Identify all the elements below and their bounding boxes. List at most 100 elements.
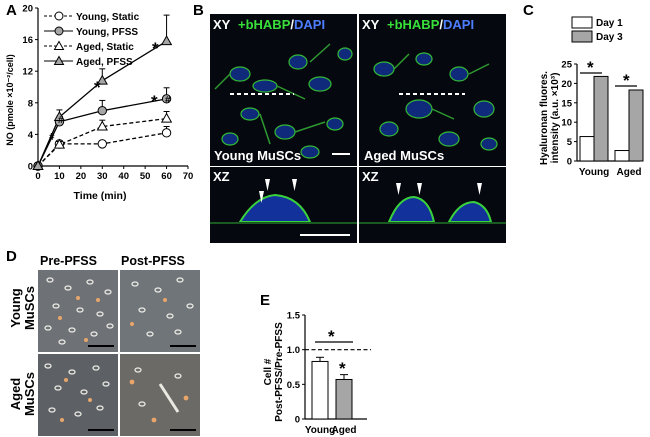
legend-day3: Day 3 — [596, 32, 623, 43]
panel-label-b: B — [193, 2, 204, 19]
aged-xz-label: XZ — [362, 169, 379, 184]
aged-post-cells — [129, 367, 196, 431]
series-line — [37, 40, 167, 167]
chart-a-ylabel: NO (pmole ×10⁻²/cell) — [5, 54, 15, 146]
chart-e-category-label: Young — [305, 425, 335, 436]
chart-a-xtick-label: 30 — [97, 171, 108, 182]
micrograph-aged-xz: XZ — [359, 167, 506, 243]
legend-aged-static: Aged, Static — [76, 42, 134, 53]
data-point — [161, 128, 172, 138]
chart-c-ylabel-1: Hyaluronan fluores. — [539, 71, 550, 165]
data-point — [160, 112, 173, 123]
chart-c-ytick-label: 20 — [561, 79, 572, 90]
chart-a-xtick-label: 60 — [161, 171, 172, 182]
panel-label-a: A — [6, 2, 17, 19]
annot-star-60a: * — [152, 39, 159, 58]
legend-aged-static-marker — [53, 40, 65, 50]
micrograph-young-xy: XY +bHABP/DAPI Young MuSCs — [210, 14, 357, 166]
chart-c-ytick-label: 0 — [567, 157, 572, 168]
panel-label-d: D — [6, 248, 17, 265]
chart-c-ytick-label: 15 — [561, 98, 572, 109]
series-line — [37, 98, 167, 167]
chart-c-ytick-label: 5 — [567, 137, 573, 148]
bar — [579, 136, 595, 162]
chart-e-ylabel-2: Post-PFSS/Pre-PFSS — [274, 322, 285, 422]
aged-xz-cells — [359, 183, 506, 224]
chart-c-category-label: Young — [579, 167, 609, 178]
annot-hash-2: # — [58, 115, 64, 126]
aged-xy-label: XY — [362, 17, 380, 32]
legend-day1: Day 1 — [596, 18, 623, 29]
sig-young: * — [587, 58, 594, 77]
sig-e-aged: * — [339, 359, 346, 378]
data-point — [97, 106, 107, 116]
legend-day3-swatch — [571, 30, 593, 43]
chart-e-category-label: Aged — [332, 425, 357, 436]
bar — [614, 150, 630, 162]
panel-label-c: C — [523, 2, 534, 19]
young-cells — [214, 43, 353, 159]
young-xy-label: XY — [213, 17, 231, 32]
data-point — [32, 159, 44, 170]
chart-a-ytick-label: 0 — [28, 162, 33, 173]
aged-musc-label: Aged MuSCs — [364, 148, 445, 163]
chart-c-ytick-label: 25 — [561, 60, 572, 71]
micrograph-aged-xy: XY +bHABP/DAPI Aged MuSCs — [359, 14, 506, 166]
chart-e-ytick-label: 0.5 — [287, 380, 301, 391]
annot-star-60b: * — [151, 92, 158, 111]
data-point — [161, 94, 172, 104]
chart-c: 0 5 10 15 20 25 Young Aged Day 1 Day 3 Hyaluron… — [539, 16, 644, 178]
young-post-cells — [130, 277, 196, 347]
col-pre-pfss: Pre-PFSS — [40, 254, 97, 268]
bar — [335, 378, 353, 420]
micrograph-young-xz: XZ — [210, 167, 357, 243]
bar — [628, 89, 644, 162]
legend-aged-pfss: Aged, PFSS — [76, 57, 133, 68]
panel-label-e: E — [260, 292, 271, 309]
legend-young-static: Young, Static — [76, 12, 140, 23]
chart-a-legend: Young, Static Young, PFSS Aged, Static A… — [44, 11, 140, 68]
aged-cells — [373, 52, 498, 151]
chart-e-ylabel-1: Cell # — [263, 358, 274, 385]
sig-aged: * — [623, 71, 630, 90]
chart-a: 0 10 20 30 40 50 60 70 0 4 8 12 16 20 Time (min) NO (… — [5, 4, 194, 203]
sig-e-line: * — [328, 327, 335, 346]
phase-aged-pre — [38, 354, 118, 436]
legend-aged-pfss-marker — [53, 55, 65, 65]
series-line — [37, 132, 167, 167]
chart-a-xtick-label: 20 — [76, 171, 87, 182]
data-point — [96, 120, 108, 131]
series-line — [37, 117, 167, 167]
chart-a-ytick-label: 16 — [22, 35, 33, 46]
bar — [311, 360, 329, 420]
bar — [593, 75, 609, 162]
chart-e-ytick-label: 0 — [295, 415, 300, 426]
chart-c-ylabel-2: intensity (a.u. ×10³) — [550, 73, 561, 164]
data-point — [97, 139, 107, 149]
chart-a-xtick-label: 0 — [35, 171, 40, 182]
data-point — [96, 74, 108, 85]
chart-a-xtick-label: 70 — [183, 171, 194, 182]
chart-c-ytick-label: 10 — [561, 118, 572, 129]
young-xz-label: XZ — [213, 169, 230, 184]
data-point — [160, 35, 173, 46]
chart-a-ytick-label: 12 — [22, 67, 33, 78]
chart-a-ytick-label: 8 — [28, 98, 33, 109]
phase-young-post — [120, 270, 200, 352]
chart-a-xlabel: Time (min) — [74, 190, 127, 202]
marker-label: +bHABP/DAPI — [238, 17, 326, 32]
col-post-pfss: Post-PFSS — [121, 254, 185, 268]
annot-hash-1: # — [49, 132, 55, 143]
phase-young-pre — [38, 270, 118, 352]
legend-day1-swatch — [571, 16, 593, 29]
data-point — [53, 138, 66, 149]
legend-young-pfss-marker — [54, 26, 64, 36]
chart-a-xtick-label: 10 — [54, 171, 65, 182]
chart-a-xtick-label: 50 — [140, 171, 151, 182]
phase-aged-post — [120, 354, 200, 436]
young-pre-cells — [44, 277, 114, 347]
aged-pre-cells — [44, 363, 114, 431]
aged-marker-label: +bHABP/DAPI — [387, 17, 475, 32]
chart-e-ytick-label: 1.0 — [287, 345, 300, 356]
